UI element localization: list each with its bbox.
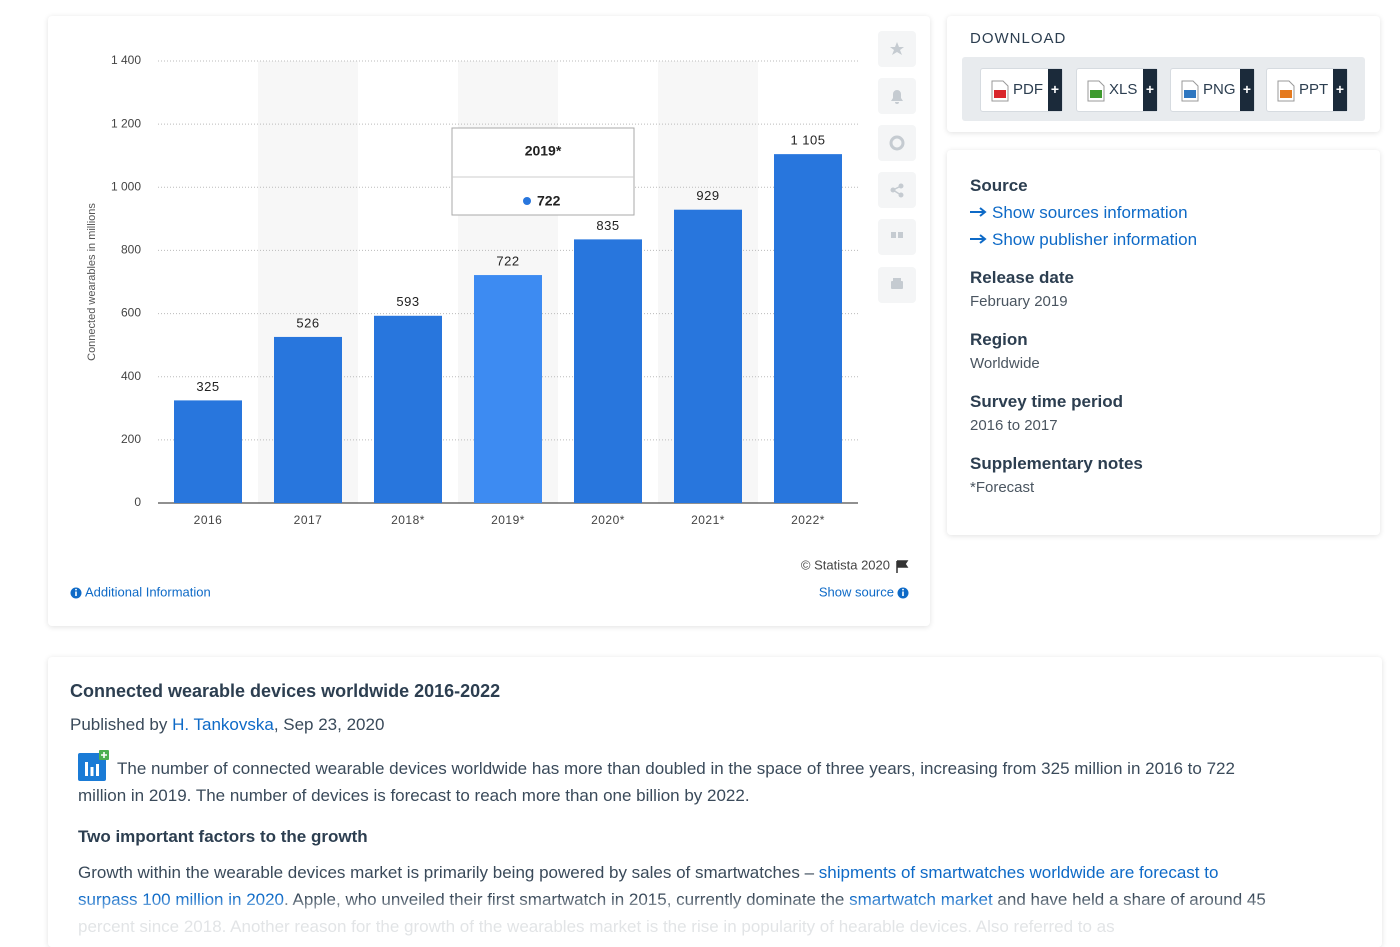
field-value: 2016 to 2017 [970,417,1058,434]
value-label: 526 [296,315,319,330]
link[interactable]: H. Tankovska [172,715,274,734]
file-icon [1277,80,1295,102]
paragraph: The number of connected wearable devices… [78,755,1278,809]
y-tick-label: 1 400 [111,53,141,67]
y-tick-label: 800 [121,243,141,257]
plus-button[interactable]: + [1333,69,1347,111]
page: Connected wearables in millions © Statis… [48,30,1382,947]
download-button[interactable]: PPT + [1266,68,1348,112]
source-link-text: Show sources information [992,203,1188,222]
bar [174,400,242,503]
source-title: Source [970,176,1028,195]
tooltip: 2019* 722 [451,127,635,216]
field-label: Survey time period [970,392,1124,411]
byline: Published by H. Tankovska, Sep 23, 2020 [70,715,384,735]
arrow-icon [970,234,987,244]
tooltip-value: 722 [537,193,561,209]
value-label: 835 [596,218,619,233]
credit: © Statista 2020 [801,557,890,572]
field-label: Release date [970,268,1074,287]
field-value: Worldwide [970,355,1040,372]
bar [774,154,842,503]
flag-icon [896,560,909,573]
source-link[interactable]: Show publisher information [970,230,1197,250]
bar [374,315,442,503]
y-tick-label: 400 [121,369,141,383]
y-tick-label: 600 [121,306,141,320]
value-label: 325 [196,379,219,394]
format-label: PPT [1299,81,1329,98]
field-value: February 2019 [970,293,1068,310]
value-label: 1 105 [790,133,825,148]
info-icon [897,587,909,599]
field-label: Region [970,330,1028,349]
x-tick-label: 2019* [491,513,525,527]
text: Growth within the wearable devices marke… [78,863,819,882]
bar [474,275,542,503]
format-label: XLS [1109,81,1138,98]
plus-button[interactable]: + [1048,69,1062,111]
download-button[interactable]: XLS + [1076,68,1158,112]
info-icon [70,587,82,599]
field-value: *Forecast [970,479,1035,496]
value-label: 593 [396,294,419,309]
text: Published by [70,715,173,734]
file-icon [1181,80,1199,102]
bar [574,239,642,503]
plus-button[interactable]: + [1143,69,1157,111]
x-tick-label: 2018* [391,513,425,527]
tooltip-dot [523,197,531,205]
field-label: Supplementary notes [970,454,1143,473]
value-label: 929 [696,188,719,203]
y-axis-label: Connected wearables in millions [86,203,98,361]
download-button[interactable]: PDF + [980,68,1063,112]
x-tick-label: 2017 [294,513,323,527]
source-link[interactable]: Show sources information [970,203,1188,223]
statistic-icon [78,750,109,781]
fade-overlay [48,897,1382,947]
format-label: PNG [1203,81,1236,98]
y-tick-label: 200 [121,432,141,446]
tooltip-box [451,127,635,216]
text: The number of connected wearable devices… [78,759,1235,805]
file-icon [991,80,1009,102]
text: , Sep 23, 2020 [273,715,385,734]
download-title: DOWNLOAD [970,30,1067,47]
bar [674,209,742,504]
format-label: PDF [1013,81,1043,98]
download-button[interactable]: PNG + [1170,68,1255,112]
article-title: Connected wearable devices worldwide 201… [70,681,501,701]
x-tick-label: 2021* [691,513,725,527]
tooltip-title: 2019* [525,143,562,159]
bar [274,336,342,503]
article-heading: Two important factors to the growth [78,827,368,846]
y-tick-label: 0 [134,495,141,509]
plus-button[interactable]: + [1240,69,1254,111]
x-tick-label: 2022* [791,513,825,527]
article-card: Connected wearable devices worldwide 201… [48,657,1382,947]
file-icon [1087,80,1105,102]
x-tick-label: 2020* [591,513,625,527]
chart: Connected wearables in millions © Statis… [70,31,916,599]
details-card: Source Show sources information Show publ… [947,150,1380,535]
source-link-text: Show publisher information [992,230,1198,249]
y-tick-label: 1 000 [111,179,141,193]
x-tick-label: 2016 [194,513,223,527]
toolbar[interactable] [878,31,916,303]
show-source-link[interactable]: Show source [819,584,894,599]
value-label: 722 [496,253,519,268]
additional-info-link[interactable]: Additional Information [85,584,211,599]
arrow-icon [970,207,987,217]
y-tick-label: 1 200 [111,116,141,130]
